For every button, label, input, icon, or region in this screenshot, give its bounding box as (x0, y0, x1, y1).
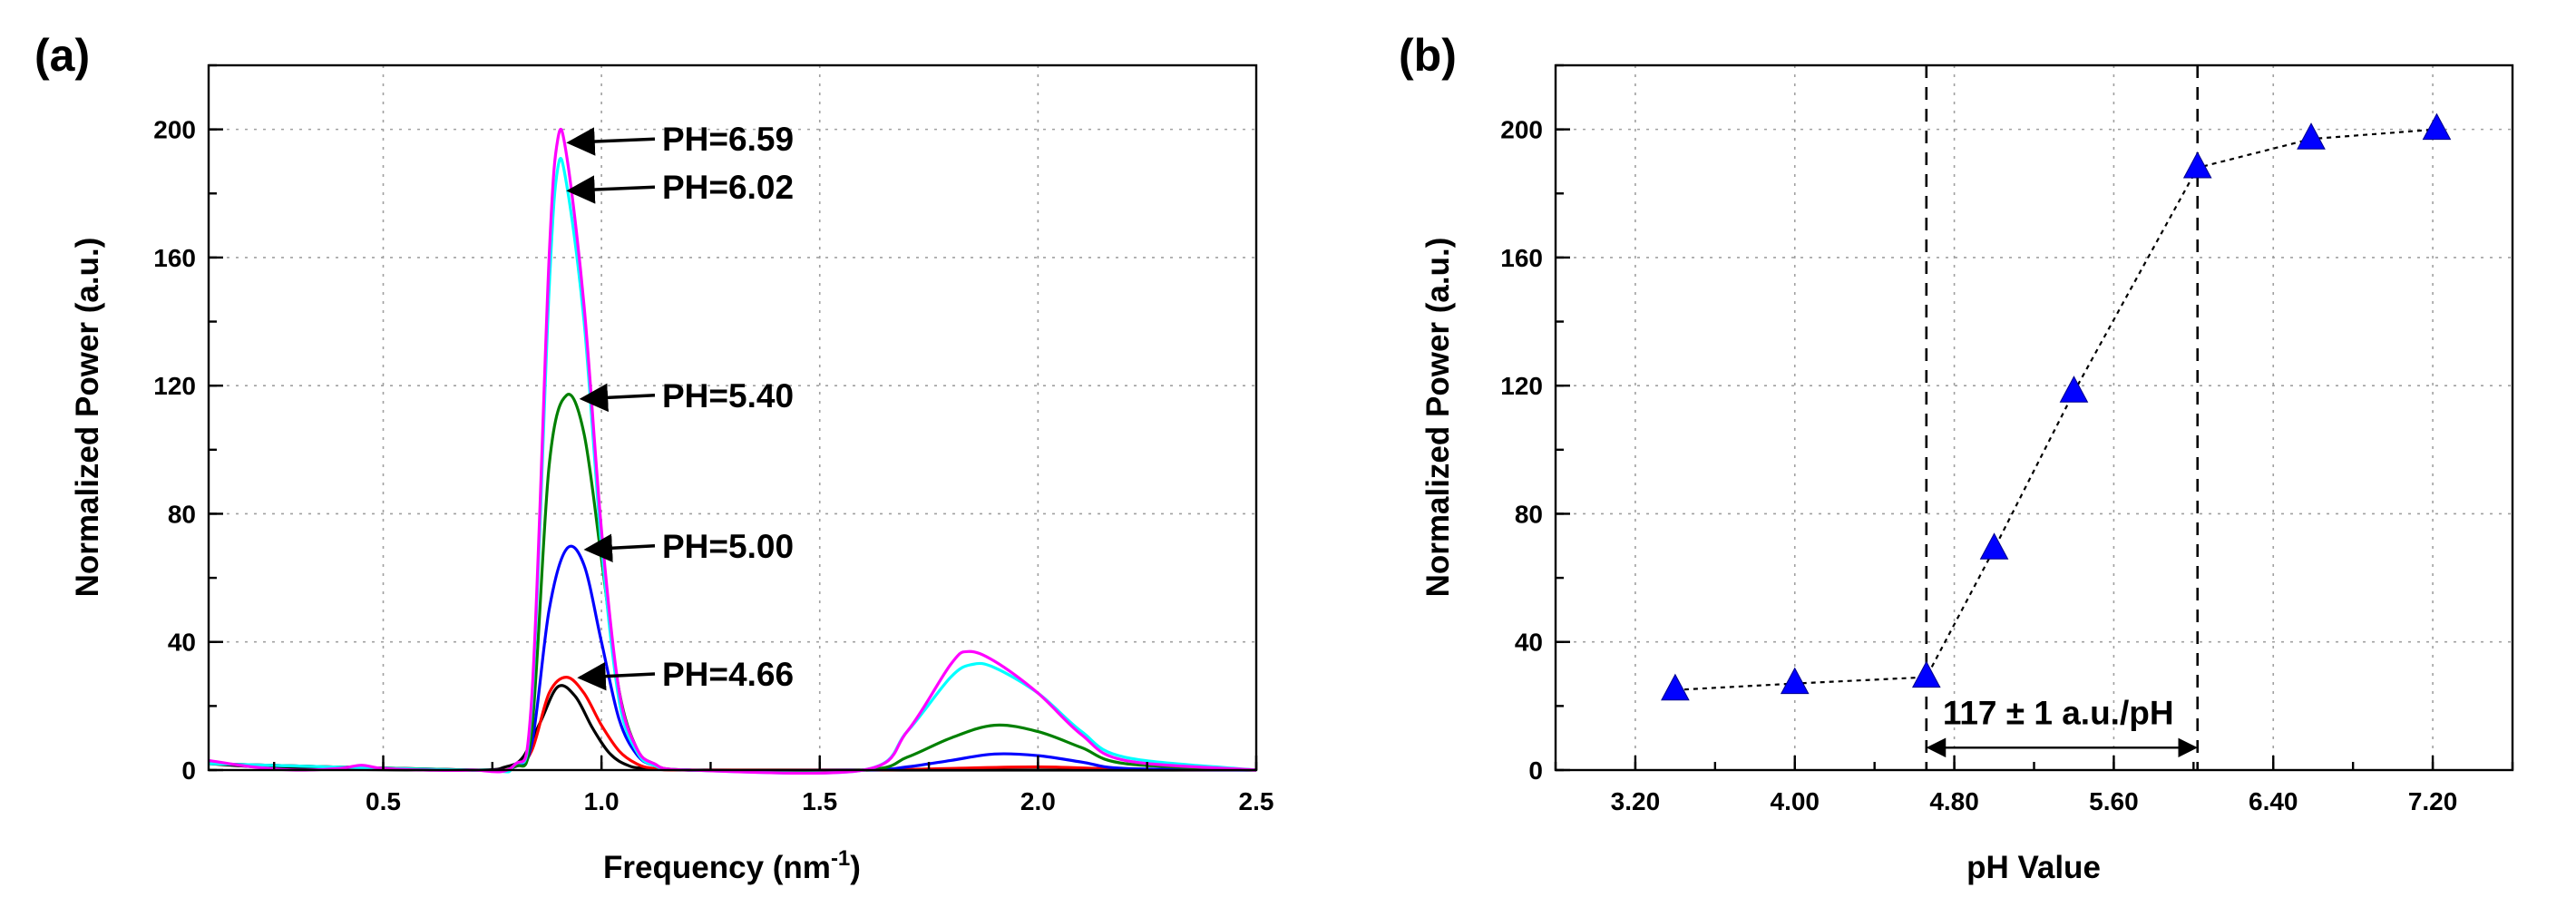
chart-a-series-green (208, 393, 1257, 773)
chart-b-x-tick-labels: 3.20 4.00 4.80 5.60 6.40 7.20 (1611, 787, 2458, 815)
b-x-tick-label: 4.80 (1929, 787, 1979, 815)
b-y-tick-label: 160 (1500, 244, 1543, 272)
chart-a-annotation-arrow (566, 175, 656, 204)
a-y-tick-label: 0 (181, 756, 196, 785)
chart-b-slope-annotation: 117 ± 1 a.u./pH (1943, 694, 2174, 731)
chart-a-grid (209, 65, 1257, 770)
chart-b-point (2297, 122, 2326, 150)
a-x-tick-label: 2.5 (1239, 787, 1274, 815)
chart-a-frame (207, 63, 1258, 772)
chart-a-y-tick-labels: 0 40 80 120 160 200 (153, 116, 196, 785)
chart-b-ticks (1554, 63, 2514, 772)
a-y-tick-label: 120 (153, 372, 196, 400)
panel-label-a: (a) (34, 30, 90, 81)
b-y-tick-label: 0 (1528, 756, 1543, 785)
chart-b-x-axis-title: pH Value (1966, 850, 2101, 885)
chart-b: (b) 117 ± 1 a.u./pH 3.20 4.00 4.80 5.60 6.40… (1399, 30, 2514, 885)
chart-a-annotation-arrow (583, 533, 656, 562)
a-x-tick-label: 2.0 (1020, 787, 1056, 815)
chart-a-annotations: PH=6.59 PH=6.02 PH=5.40 PH=5.00 PH=4.66 (566, 121, 794, 693)
chart-b-trend-line (1674, 128, 2437, 691)
chart-b-point (2422, 112, 2452, 141)
chart-a-annotation-label: PH=6.02 (662, 169, 794, 206)
chart-b-threshold-lines (1925, 65, 2200, 770)
chart-b-points (1661, 112, 2452, 701)
chart-a: (a) 0.5 1.0 1.5 2.0 2.5 0 40 80 120 160 200 PH=6.… (34, 30, 1273, 885)
chart-b-point (2182, 151, 2212, 179)
chart-b-y-tick-labels: 0 40 80 120 160 200 (1500, 116, 1543, 785)
chart-b-point (2059, 376, 2089, 403)
chart-b-grid (1556, 65, 2513, 770)
chart-b-point (1911, 660, 1941, 688)
chart-a-annotation-label: PH=4.66 (662, 656, 794, 693)
a-y-tick-label: 160 (153, 244, 196, 272)
chart-a-y-axis-title: Normalized Power (a.u.) (70, 238, 105, 598)
chart-a-x-axis-title: Frequency (nm-1) (603, 846, 861, 885)
a-y-tick-label: 40 (168, 629, 196, 657)
chart-b-y-axis-title: Normalized Power (a.u.) (1420, 238, 1456, 598)
b-x-tick-label: 7.20 (2408, 787, 2458, 815)
a-y-tick-label: 80 (168, 500, 196, 528)
chart-a-annotation-label: PH=5.40 (662, 377, 794, 415)
chart-b-point (1661, 673, 1690, 701)
chart-b-frame (1554, 63, 2514, 772)
b-y-tick-label: 80 (1515, 500, 1543, 528)
a-x-tick-label: 1.0 (584, 787, 620, 815)
chart-a-ticks (209, 63, 1258, 772)
b-y-tick-label: 120 (1500, 372, 1543, 400)
b-y-tick-label: 200 (1500, 116, 1543, 144)
b-x-tick-label: 4.00 (1771, 787, 1820, 815)
b-x-tick-label: 5.60 (2089, 787, 2139, 815)
chart-a-x-tick-labels: 0.5 1.0 1.5 2.0 2.5 (366, 787, 1273, 815)
chart-a-annotation-arrow (579, 383, 656, 413)
a-y-tick-label: 200 (153, 116, 196, 144)
chart-b-point (1979, 532, 2009, 560)
chart-a-annotation-arrow (577, 661, 656, 691)
chart-b-point (1780, 667, 1810, 695)
chart-a-annotation-label: PH=6.59 (662, 121, 794, 158)
a-x-tick-label: 0.5 (366, 787, 401, 815)
b-y-tick-label: 40 (1515, 629, 1543, 657)
b-x-tick-label: 6.40 (2249, 787, 2298, 815)
a-x-tick-label: 1.5 (802, 787, 837, 815)
chart-a-annotation-label: PH=5.00 (662, 528, 794, 565)
panel-label-b: (b) (1399, 30, 1457, 81)
b-x-tick-label: 3.20 (1611, 787, 1661, 815)
chart-a-annotation-arrow (566, 127, 656, 156)
